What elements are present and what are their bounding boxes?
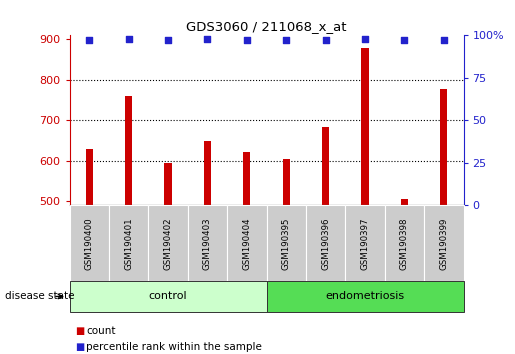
Bar: [362, 47, 369, 205]
Text: GSM190397: GSM190397: [360, 217, 369, 270]
Point: [243, 38, 251, 43]
Text: GSM190395: GSM190395: [282, 217, 290, 270]
Point: [125, 36, 133, 42]
Text: GSM190396: GSM190396: [321, 217, 330, 270]
Text: GSM190399: GSM190399: [439, 217, 448, 269]
Point: [282, 38, 290, 43]
Text: GSM190398: GSM190398: [400, 217, 409, 270]
Bar: [243, 152, 250, 205]
Text: ■: ■: [75, 326, 84, 336]
Bar: [164, 163, 171, 205]
Point: [440, 38, 448, 43]
Bar: [401, 199, 408, 205]
Text: control: control: [149, 291, 187, 302]
Text: GSM190403: GSM190403: [203, 217, 212, 270]
Point: [400, 38, 408, 43]
Text: count: count: [86, 326, 115, 336]
Text: GSM190404: GSM190404: [243, 217, 251, 270]
Point: [85, 38, 93, 43]
Bar: [204, 141, 211, 205]
Bar: [283, 159, 290, 205]
Bar: [85, 149, 93, 205]
Title: GDS3060 / 211068_x_at: GDS3060 / 211068_x_at: [186, 20, 347, 33]
Point: [361, 36, 369, 42]
Bar: [125, 96, 132, 205]
Point: [203, 36, 212, 42]
Text: GSM190400: GSM190400: [85, 217, 94, 270]
Text: ■: ■: [75, 342, 84, 352]
Text: GSM190401: GSM190401: [124, 217, 133, 270]
Text: GSM190402: GSM190402: [164, 217, 173, 270]
Text: percentile rank within the sample: percentile rank within the sample: [86, 342, 262, 352]
Point: [164, 38, 172, 43]
Text: disease state: disease state: [5, 291, 75, 302]
Bar: [322, 127, 329, 205]
Text: endometriosis: endometriosis: [325, 291, 405, 302]
Bar: [440, 89, 448, 205]
Point: [321, 38, 330, 43]
